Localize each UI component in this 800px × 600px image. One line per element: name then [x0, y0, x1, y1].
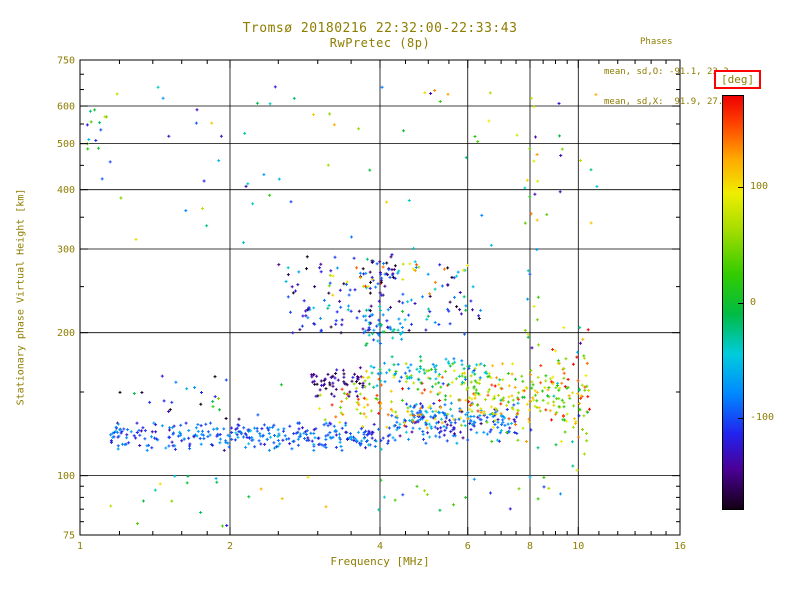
plot-frame	[79, 59, 681, 536]
x-tick-label: 6	[465, 541, 471, 552]
y-tick-label: 200	[57, 328, 75, 339]
colorbar-tick-mark	[738, 187, 744, 188]
y-axis-label: Stationary phase Virtual Height [km]	[15, 188, 27, 406]
colorbar-unit-label: [deg]	[714, 70, 762, 89]
scatter-points	[85, 85, 599, 528]
y-tick-label: 500	[57, 139, 75, 150]
colorbar-tick-label: 100	[750, 181, 769, 192]
colorbar-tick-label: -100	[750, 412, 775, 423]
x-tick-label: 10	[572, 541, 584, 552]
phase-stats-x-mode: mean, sd,X: 91.9, 27.1	[604, 97, 729, 107]
phase-colorbar	[722, 95, 744, 510]
colorbar-tick-mark	[738, 303, 744, 304]
y-tick-label: 100	[57, 471, 75, 482]
plot-subtitle: RwPretec (8p)	[329, 36, 431, 50]
x-axis-label: Frequency [MHz]	[330, 555, 430, 568]
x-tick-label: 8	[527, 541, 533, 552]
plot-title: Tromsø 20180216 22:32:00-22:33:43	[242, 21, 518, 36]
x-tick-label: 1	[77, 541, 83, 552]
x-tick-label: 4	[377, 541, 383, 552]
colorbar-tick-mark	[738, 418, 744, 419]
y-tick-label: 300	[57, 245, 75, 256]
x-tick-label: 2	[227, 541, 233, 552]
phase-stats-header: Phases	[640, 37, 673, 47]
x-tick-label: 16	[674, 541, 686, 552]
y-tick-label: 400	[57, 185, 75, 196]
y-tick-label: 75	[63, 531, 75, 542]
colorbar-tick-label: 0	[750, 297, 757, 308]
y-tick-label: 750	[57, 56, 75, 67]
y-tick-label: 600	[57, 102, 75, 113]
grid-lines	[80, 60, 680, 535]
